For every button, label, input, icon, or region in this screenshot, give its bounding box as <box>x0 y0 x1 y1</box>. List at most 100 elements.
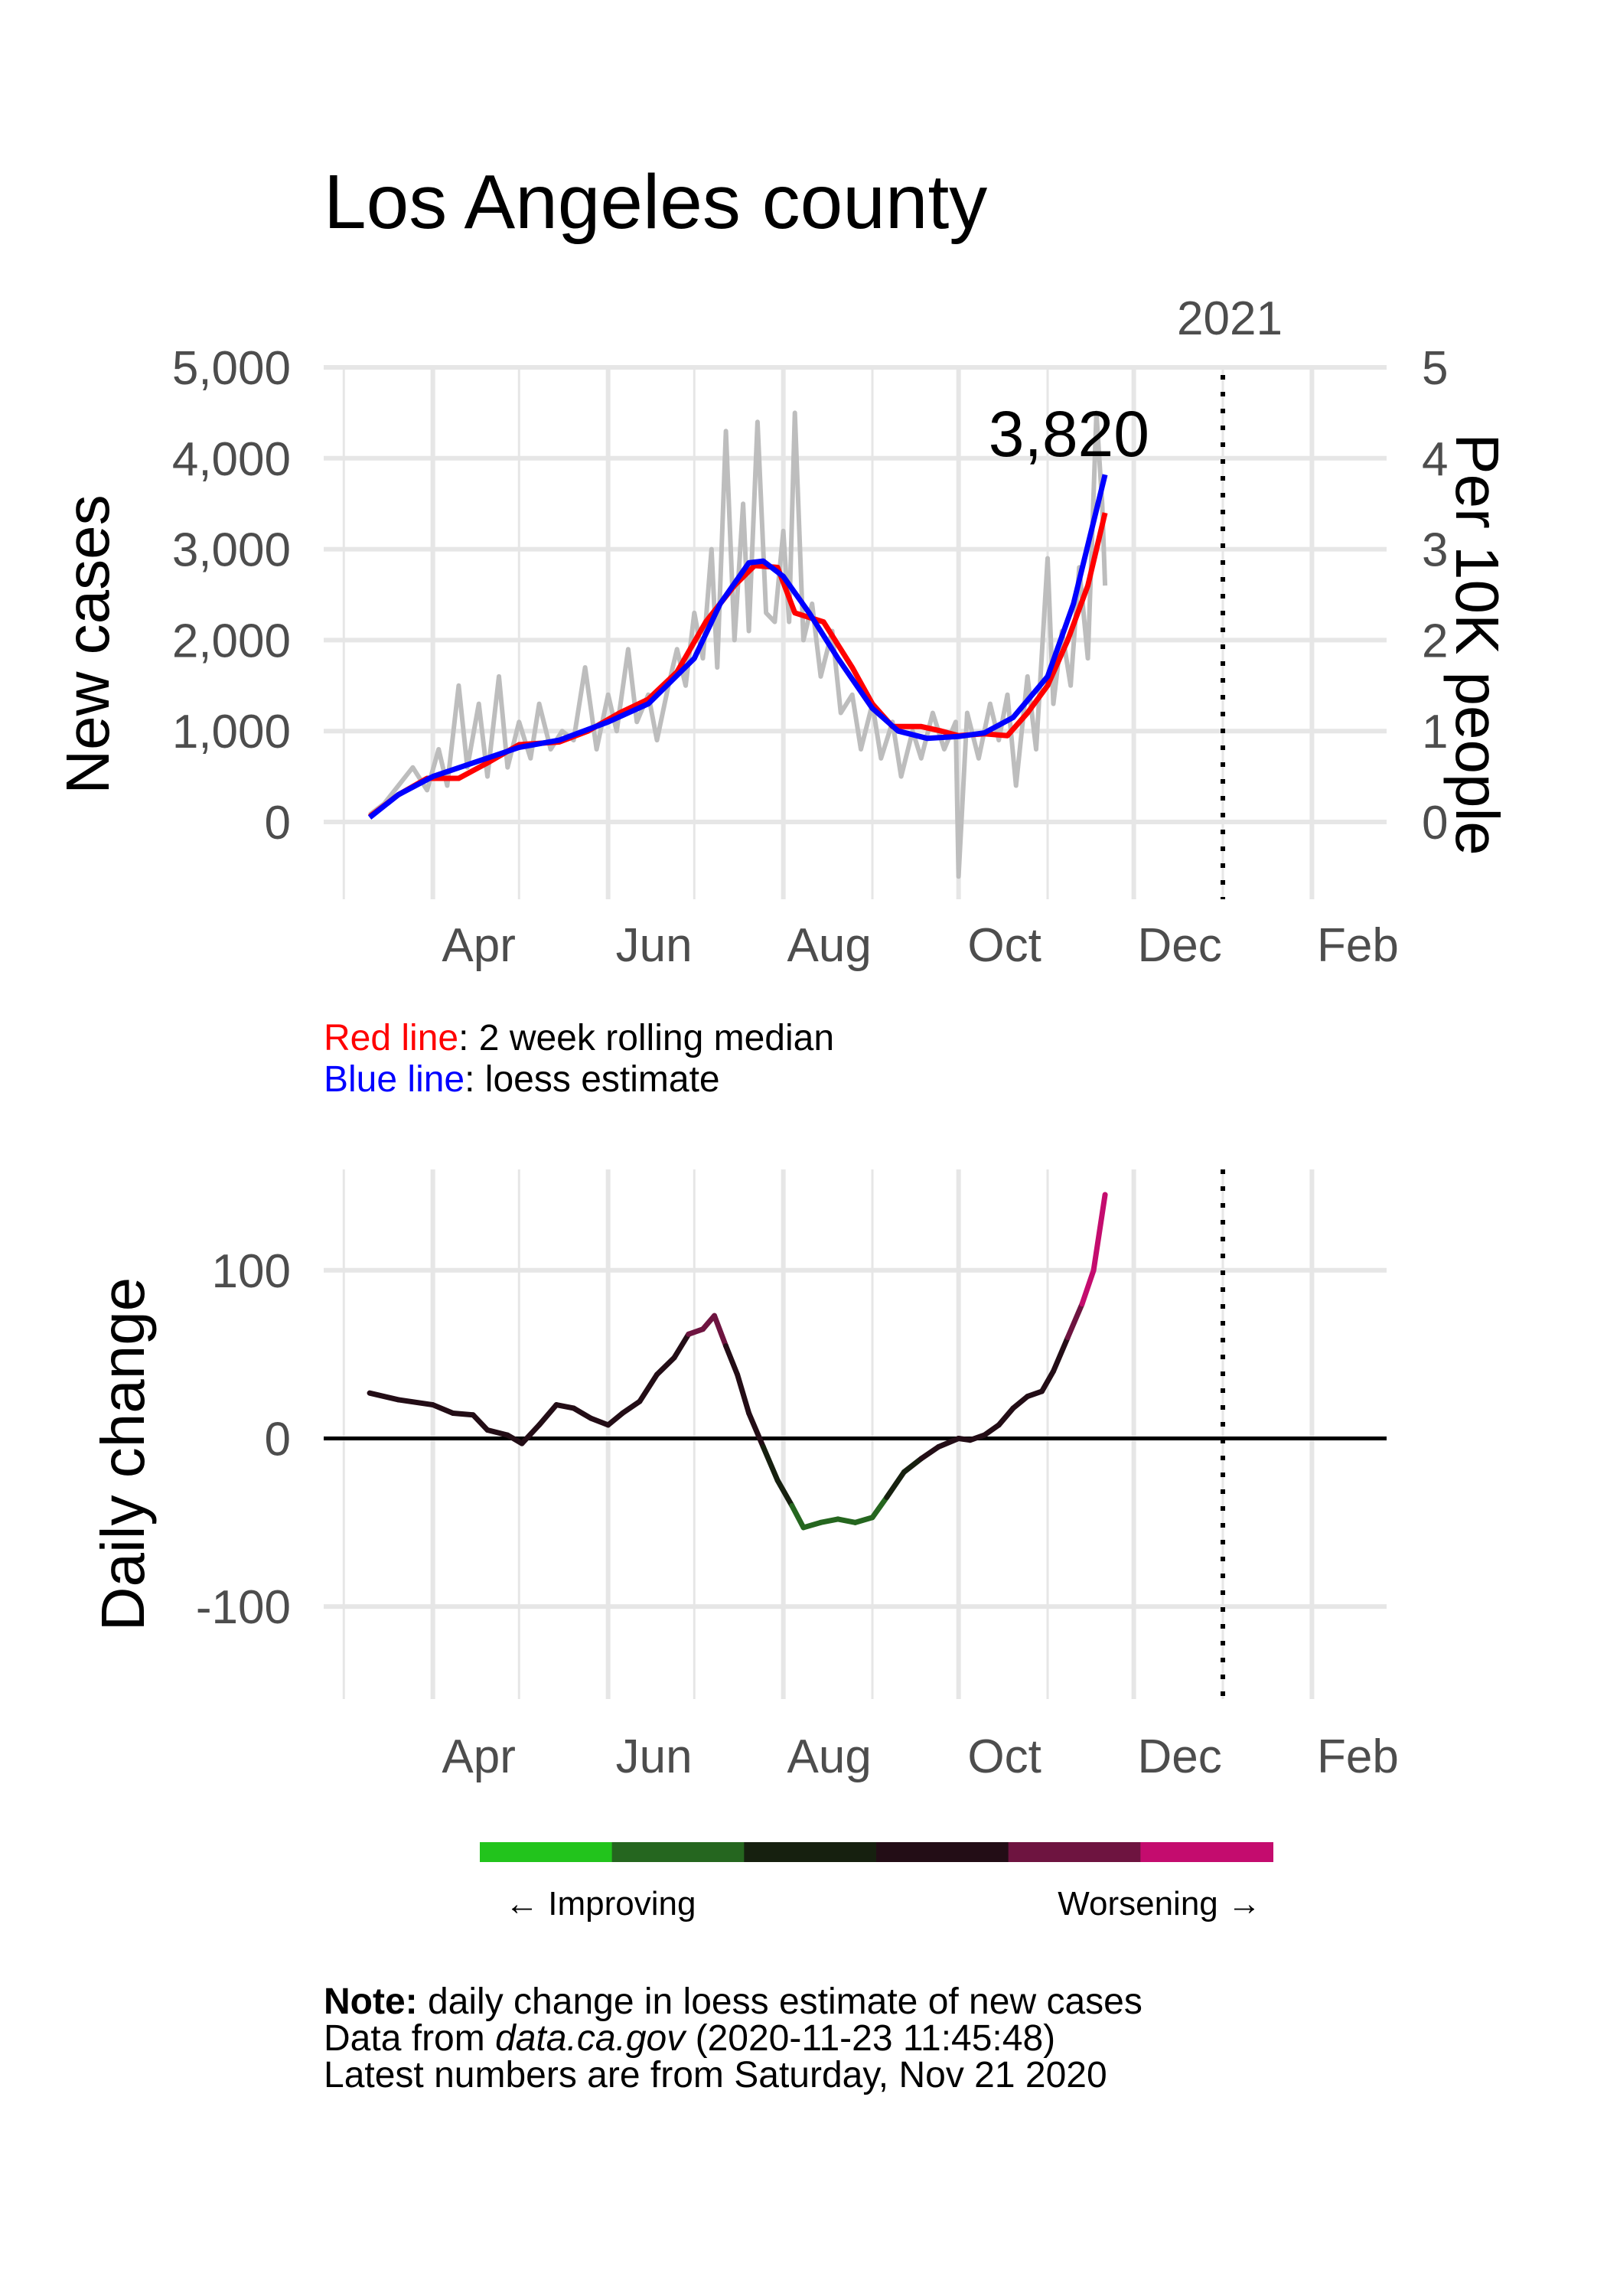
top-y-tick-label: 4,000 <box>172 433 291 486</box>
color-scale-segment <box>744 1842 877 1862</box>
daily-change-segment <box>1039 1368 1057 1394</box>
bottom-y-tick-label: 100 <box>212 1245 291 1298</box>
bottom-x-tick-label: Aug <box>787 1730 871 1783</box>
daily-change-segment <box>396 1397 436 1408</box>
legend-red-entry: Red line: 2 week rolling median <box>324 1018 834 1059</box>
note-line-2-post: (2020-11-23 11:45:48) <box>685 2018 1056 2059</box>
color-scale-segment <box>611 1842 745 1862</box>
top-x-tick-label: Dec <box>1138 919 1222 972</box>
raw-daily-cases-line <box>368 410 1108 879</box>
daily-change-segment <box>1064 1301 1085 1341</box>
note-line-2-pre: Data from <box>324 2018 496 2059</box>
top-y2-tick-label: 3 <box>1422 524 1448 577</box>
top-x-tick-label: Jun <box>616 919 693 972</box>
daily-change-segment <box>430 1402 456 1417</box>
top-y2-tick-label: 4 <box>1422 433 1448 486</box>
daily-change-segment <box>935 1435 962 1450</box>
daily-change-segment <box>901 1456 924 1475</box>
note-bold-label: Note: <box>324 1981 418 2022</box>
top-y-tick-label: 1,000 <box>172 706 291 758</box>
top-x-tick-label: Apr <box>442 919 515 972</box>
bottom-x-tick-label: Feb <box>1317 1730 1399 1783</box>
top-y2-tick-label: 1 <box>1422 706 1448 758</box>
top-y-axis-label: New cases <box>54 494 122 794</box>
note-line-3-text: Latest numbers are from Saturday, Nov 21… <box>324 2055 1107 2095</box>
line-legend: Red line: 2 week rolling median Blue lin… <box>324 1018 834 1101</box>
top-y-tick-label: 3,000 <box>172 524 291 577</box>
daily-change-segment <box>671 1331 692 1361</box>
daily-change-segment <box>789 1502 807 1531</box>
daily-change-segment <box>553 1402 577 1411</box>
daily-change-segment <box>619 1398 643 1417</box>
daily-change-segment <box>996 1405 1016 1428</box>
color-scale-segment <box>876 1842 1009 1862</box>
daily-change-segment <box>484 1427 510 1438</box>
legend-blue-label: Blue line <box>324 1059 465 1100</box>
top-y-tick-label: 5,000 <box>172 342 291 395</box>
bottom-x-tick-label: Jun <box>616 1730 693 1783</box>
top-y2-tick-label: 5 <box>1422 342 1448 395</box>
daily-change-segment <box>981 1422 1002 1438</box>
bottom-x-tick-label: Oct <box>967 1730 1041 1783</box>
year-marker-label: 2021 <box>1177 292 1283 345</box>
chart-title: Los Angeles county <box>324 159 987 245</box>
bottom-y-tick-label: -100 <box>196 1581 291 1634</box>
bottom-y-tick-label: 0 <box>265 1413 291 1466</box>
daily-change-segment <box>852 1515 875 1525</box>
top-y-tick-label: 0 <box>265 797 291 850</box>
daily-change-segment <box>735 1371 752 1417</box>
daily-change-segment <box>588 1415 611 1428</box>
daily-change-segment <box>884 1469 907 1500</box>
color-scale-segment <box>480 1842 613 1862</box>
note-line-3: Latest numbers are from Saturday, Nov 21… <box>324 2057 1143 2094</box>
daily-change-segment <box>536 1402 559 1428</box>
top-y-tick-label: 2,000 <box>172 615 291 667</box>
daily-change-segment <box>800 1519 823 1531</box>
note-line-1: Note: daily change in loess estimate of … <box>324 1984 1143 2020</box>
daily-change-segment <box>835 1516 858 1525</box>
daily-change-segment <box>817 1516 841 1525</box>
legend-blue-text: : loess estimate <box>464 1059 720 1100</box>
bottom-x-tick-label: Dec <box>1138 1730 1222 1783</box>
daily-change-segment <box>774 1477 795 1508</box>
daily-change-segment <box>605 1411 625 1428</box>
legend-blue-entry: Blue line: loess estimate <box>324 1059 834 1101</box>
daily-change-segment <box>918 1443 941 1462</box>
top-x-tick-label: Feb <box>1317 919 1399 972</box>
daily-change-segment <box>1079 1267 1097 1307</box>
daily-change-segment <box>1010 1394 1031 1411</box>
top-x-tick-label: Aug <box>787 919 871 972</box>
top-panel-series <box>367 375 1226 899</box>
daily-change-segment <box>571 1405 594 1421</box>
note-source-name: data.ca.gov <box>495 2018 686 2059</box>
color-scale-segment <box>1008 1842 1142 1862</box>
note-line-2: Data from data.ca.gov (2020-11-23 11:45:… <box>324 2020 1143 2057</box>
color-scale-bar <box>480 1842 1273 1862</box>
daily-change-segment <box>637 1371 660 1404</box>
daily-change-segment <box>712 1313 729 1349</box>
top-x-tick-label: Oct <box>967 919 1041 972</box>
bottom-panel-series <box>324 1169 1387 1699</box>
footnote: Note: daily change in loess estimate of … <box>324 1984 1143 2094</box>
legend-red-text: : 2 week rolling median <box>458 1018 835 1058</box>
daily-change-segment <box>723 1343 741 1378</box>
daily-change-segment <box>504 1432 525 1446</box>
daily-change-segment <box>746 1411 766 1450</box>
daily-change-segment <box>470 1412 491 1433</box>
loess-estimate-line <box>367 474 1108 820</box>
color-scale-segment <box>1140 1842 1273 1862</box>
top-y2-tick-label: 2 <box>1422 615 1448 667</box>
daily-change-segment <box>760 1443 781 1483</box>
bottom-panel-grid: 100 0 -100 Apr Jun Aug Oct Dec Feb <box>196 1169 1399 1783</box>
daily-change-segment <box>869 1494 890 1521</box>
bottom-y-axis-label: Daily change <box>89 1277 157 1632</box>
daily-change-segment <box>654 1355 677 1378</box>
improving-label: ← Improving <box>505 1885 696 1923</box>
legend-red-label: Red line <box>324 1018 459 1058</box>
top-y2-axis-label: Per 10K people <box>1443 433 1511 856</box>
bottom-x-tick-label: Apr <box>442 1730 515 1783</box>
latest-value-label: 3,820 <box>989 398 1149 470</box>
daily-change-segment <box>1090 1192 1108 1274</box>
daily-change-segment <box>519 1422 543 1446</box>
